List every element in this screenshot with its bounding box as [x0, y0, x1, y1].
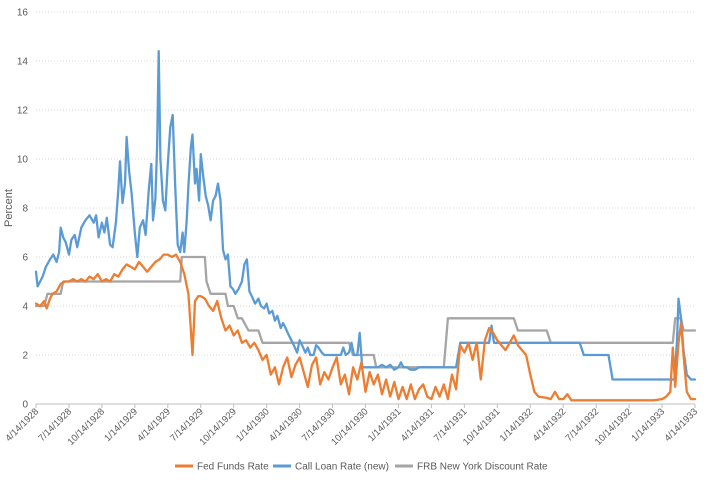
- x-tick-label: 1/14/1932: [498, 406, 536, 444]
- x-axis-ticks: 4/14/19287/14/192810/14/19281/14/19294/1…: [3, 404, 700, 448]
- y-tick-label: 8: [22, 204, 28, 215]
- y-tick-label: 14: [17, 57, 29, 68]
- discount-rate-line: [34, 255, 697, 369]
- x-tick-label: 1/14/1929: [102, 406, 140, 444]
- call-loan-line: [34, 50, 697, 381]
- y-tick-label: 2: [22, 351, 28, 362]
- x-tick-label: 1/14/1933: [630, 406, 668, 444]
- legend-label: FRB New York Discount Rate: [417, 462, 548, 473]
- legend-label: Fed Funds Rate: [197, 462, 269, 473]
- x-tick-label: 4/14/1931: [399, 406, 437, 444]
- x-tick-label: 4/14/1932: [531, 406, 569, 444]
- x-tick-label: 4/14/1929: [135, 406, 173, 444]
- y-axis-ticks: 0 2 4 6 8 10 12 14 16: [17, 8, 29, 411]
- series-lines: [34, 50, 697, 402]
- x-tick-label: 4/14/1930: [267, 406, 305, 444]
- legend: Fed Funds Rate Call Loan Rate (new) FRB Ne…: [175, 462, 548, 473]
- y-tick-label: 16: [17, 8, 29, 19]
- y-axis-title: Percent: [3, 189, 15, 227]
- x-tick-label: 1/14/1930: [234, 406, 272, 444]
- y-tick-label: 10: [17, 155, 29, 166]
- x-tick-label: 4/14/1928: [3, 406, 41, 444]
- legend-label: Call Loan Rate (new): [295, 462, 389, 473]
- x-tick-label: 1/14/1931: [366, 406, 404, 444]
- y-tick-label: 4: [22, 302, 28, 313]
- gridlines: [36, 11, 695, 405]
- y-tick-label: 6: [22, 253, 28, 264]
- y-tick-label: 0: [22, 400, 28, 411]
- y-tick-label: 12: [17, 106, 29, 117]
- x-tick-label: 4/14/1933: [662, 406, 700, 444]
- fed-funds-line: [34, 253, 697, 402]
